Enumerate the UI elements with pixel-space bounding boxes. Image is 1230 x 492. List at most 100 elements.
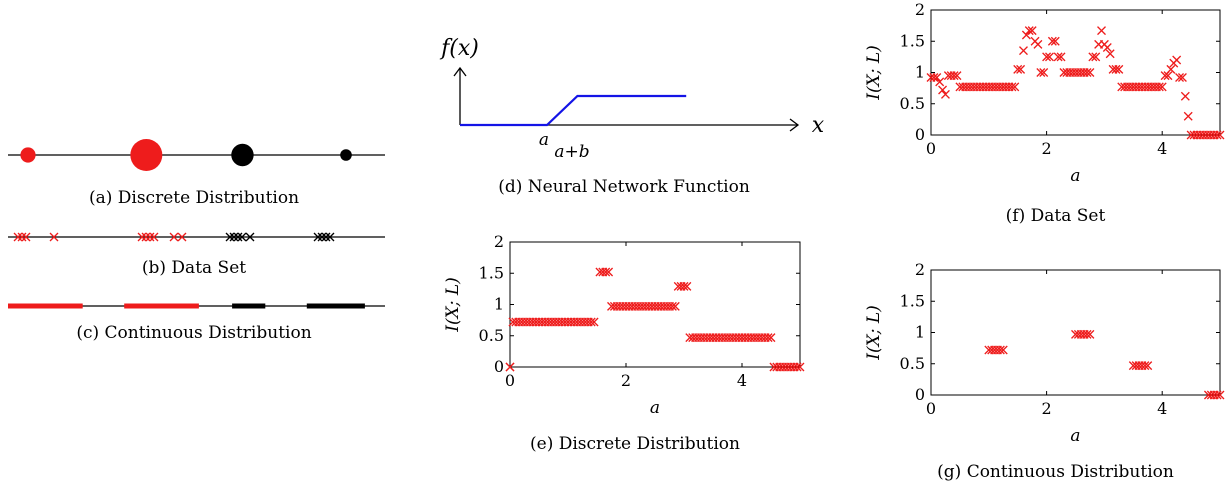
panel-f-point-80 — [1157, 82, 1167, 92]
panel-f-point-82 — [1163, 71, 1173, 81]
panel-f-point-83 — [1166, 64, 1176, 74]
panel-f-point-31 — [1016, 64, 1026, 74]
panel-g-point-4 — [995, 345, 1005, 355]
panel-d-function-curve — [460, 94, 687, 127]
panel-g-point-11 — [1085, 329, 1095, 339]
panel-f-ytick-label-1: 0.5 — [900, 94, 925, 113]
panel-f-xtick-label-0: 0 — [926, 139, 936, 158]
panel-a-point-1 — [130, 139, 163, 171]
panel-g-point-10 — [1082, 329, 1092, 339]
panel-f-ylabel: I(X; L) — [864, 45, 884, 101]
panel-d-x-arrowhead — [789, 118, 800, 132]
panel-e-ytick-label-1: 0.5 — [479, 326, 504, 345]
panel-e-point-1 — [505, 362, 515, 372]
panel-f-point-43 — [1050, 36, 1060, 46]
panel-f-xlabel: a — [1070, 166, 1080, 186]
panel-e-point-57 — [670, 301, 680, 311]
panel-f-ytick-label-2: 1 — [915, 63, 925, 82]
panel-e-point-100 — [795, 362, 805, 372]
panel-g-point-21 — [1212, 390, 1222, 400]
panel-b-point-15 — [313, 232, 323, 242]
panel-f-point-28 — [1007, 82, 1017, 92]
panel-f-point-59 — [1097, 26, 1106, 36]
panel-g-point-17 — [1143, 361, 1153, 371]
panel-b-point-3 — [49, 232, 59, 242]
panel-d-neural-network-function: f(x) x a a+b (d) Neural Network Function — [439, 36, 825, 197]
panel-f-point-34 — [1024, 26, 1034, 36]
panel-g-scatter-chart: 0 0.5 1 1.5 2 0 2 4 a I(X; L) (g) Continuous Distr… — [864, 260, 1225, 482]
panel-f-point-29 — [1010, 82, 1020, 92]
panel-f-point-57 — [1091, 52, 1101, 62]
panel-g-ylabel: I(X; L) — [864, 305, 884, 361]
panel-f-point-62 — [1105, 49, 1115, 59]
panel-d-xlabel: x — [812, 113, 825, 138]
panel-g-point-5 — [998, 345, 1008, 355]
panel-d-tick-a-plus-b: a+b — [554, 142, 589, 162]
panel-f-scatter-chart: 0 0.5 1 1.5 2 0 2 4 a I(X; L) (f) Data Set — [864, 0, 1225, 226]
panel-e-xtick-label-0: 0 — [505, 371, 515, 390]
panel-f-point-45 — [1056, 52, 1066, 62]
panel-b-points — [13, 232, 335, 242]
panel-f-point-56 — [1088, 52, 1098, 62]
panel-f-point-9 — [952, 71, 962, 81]
panel-f-point-89 — [1183, 111, 1193, 121]
panel-b-point-12 — [233, 232, 243, 242]
panel-g-ytick-label-3: 1.5 — [900, 291, 925, 310]
panel-a-point-0 — [20, 147, 36, 163]
panel-g-ytick-label-2: 1 — [915, 323, 925, 342]
panel-f-point-32 — [1019, 46, 1028, 56]
panel-b-point-6 — [145, 232, 155, 242]
panel-f-point-99 — [1212, 130, 1222, 140]
panel-f-point-33 — [1021, 30, 1031, 40]
panel-f-point-38 — [1036, 68, 1046, 77]
panel-e-ylabel: I(X; L) — [443, 277, 463, 333]
panel-e-ytick-label-0: 0 — [494, 357, 504, 376]
panel-a-point-3 — [340, 149, 352, 161]
panel-g-xlabel: a — [1070, 426, 1080, 446]
panel-b-point-14 — [245, 232, 255, 242]
panel-e-axes-frame — [509, 241, 801, 368]
panel-f-point-85 — [1172, 55, 1182, 65]
panel-b-point-16 — [317, 232, 327, 242]
panel-f-point-100 — [1215, 130, 1225, 140]
panel-e-caption: (e) Discrete Distribution — [530, 434, 740, 454]
panel-g-caption: (g) Continuous Distribution — [937, 462, 1174, 482]
panel-f-point-86 — [1175, 73, 1184, 82]
panel-e-xlabel: a — [650, 398, 660, 418]
panel-g-xtick-label-2: 4 — [1157, 399, 1167, 418]
panel-f-point-30 — [1013, 64, 1023, 74]
panel-d-ylabel: f(x) — [439, 36, 479, 61]
panel-f-point-54 — [1082, 68, 1092, 77]
panel-b-point-11 — [229, 232, 239, 242]
panel-g-xtick-label-1: 2 — [1042, 399, 1052, 418]
panel-g-point-22 — [1215, 390, 1225, 400]
panel-b-point-0 — [13, 232, 23, 242]
panel-f-point-4 — [938, 85, 948, 95]
panel-e-scatter-chart: 0 0.5 1 1.5 2 0 2 4 a I(X; L) (e) Discrete Distrib… — [443, 232, 805, 454]
panel-e-point-30 — [589, 317, 599, 327]
panel-f-point-39 — [1039, 68, 1049, 77]
panel-f-ytick-label-4: 2 — [915, 0, 925, 19]
panel-c-caption: (c) Continuous Distribution — [76, 323, 311, 343]
panel-e-xtick-label-2: 4 — [737, 371, 747, 390]
panel-f-point-79 — [1154, 82, 1164, 92]
panel-e-markers — [505, 267, 805, 372]
panel-e-point-56 — [667, 301, 677, 311]
panel-f-point-44 — [1053, 52, 1063, 62]
panel-f-caption: (f) Data Set — [1006, 206, 1106, 226]
panel-g-axes-frame — [930, 269, 1221, 396]
panel-e-point-60 — [679, 281, 689, 291]
panel-f-ytick-label-3: 1.5 — [900, 31, 925, 50]
panel-a-points — [20, 139, 352, 171]
panel-f-point-35 — [1027, 26, 1037, 36]
panel-g-xtick-label-0: 0 — [926, 399, 936, 418]
panel-e-xtick-label-1: 2 — [621, 371, 631, 390]
panel-b-point-9 — [177, 232, 187, 242]
panel-g-markers — [984, 329, 1225, 400]
panel-f-point-65 — [1114, 64, 1124, 74]
panel-e-point-99 — [792, 362, 802, 372]
panel-b-point-13 — [237, 232, 247, 242]
panel-f-point-3 — [935, 77, 945, 87]
panel-f-point-40 — [1042, 52, 1052, 62]
